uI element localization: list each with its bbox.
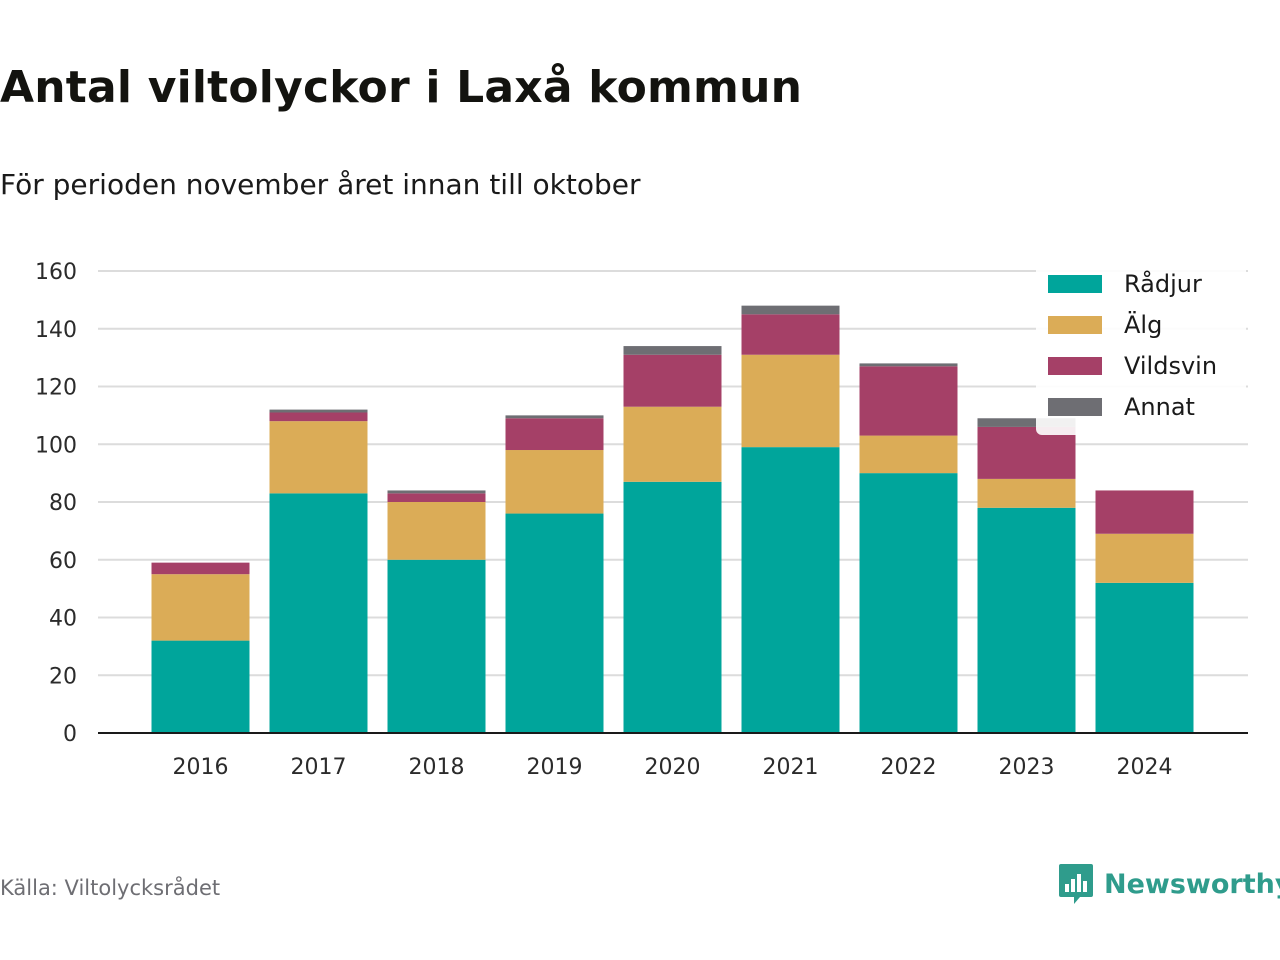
legend-swatch-annat [1048, 398, 1102, 416]
bar-segment-annat [623, 346, 722, 355]
bar-segment-annat [505, 415, 604, 419]
x-tick-label: 2016 [173, 755, 229, 780]
y-tick-label: 100 [35, 433, 77, 458]
y-tick-label: 0 [63, 722, 77, 747]
bar-segment-vildsvin [741, 314, 840, 355]
bar-segment-vildsvin [505, 418, 604, 451]
y-tick-label: 120 [35, 376, 77, 401]
y-tick-label: 80 [49, 491, 77, 516]
bar-segment-annat [269, 409, 368, 413]
legend-swatch-rådjur [1048, 275, 1102, 293]
bar-segment-älg [741, 354, 840, 448]
bar-segment-älg [269, 421, 368, 494]
legend-swatch-vildsvin [1048, 357, 1102, 375]
bar-segment-rådjur [859, 473, 958, 733]
bar-segment-rådjur [269, 493, 368, 733]
bar-segment-rådjur [387, 559, 486, 733]
x-tick-label: 2022 [881, 755, 937, 780]
brand-name: Newsworthy [1104, 868, 1280, 900]
bar-segment-rådjur [1095, 582, 1194, 733]
bar-segment-rådjur [741, 447, 840, 733]
bar-segment-annat [977, 418, 1076, 427]
bar-segment-älg [623, 406, 722, 482]
bar-segment-vildsvin [859, 366, 958, 436]
x-tick-label: 2024 [1117, 755, 1173, 780]
bar-segment-vildsvin [1095, 490, 1194, 534]
y-tick-label: 20 [49, 664, 77, 689]
x-tick-label: 2019 [527, 755, 583, 780]
y-tick-label: 40 [49, 607, 77, 632]
bar-segment-annat [387, 490, 486, 494]
bar-chart-speech-icon [1059, 864, 1093, 904]
brand-logo: Newsworthy [1058, 862, 1280, 906]
y-tick-label: 60 [49, 549, 77, 574]
stacked-bar-chart: 0 20 40 60 80 100 120 140 160 2016 2017 2018 2019 202… [35, 260, 1248, 780]
bar-segment-rådjur [505, 513, 604, 733]
bar-segment-vildsvin [623, 354, 722, 407]
bar-segment-vildsvin [387, 493, 486, 502]
bar-segment-vildsvin [977, 426, 1076, 479]
bar-segment-rådjur [623, 481, 722, 733]
y-tick-label: 140 [35, 318, 77, 343]
legend-label: Annat [1124, 393, 1195, 421]
x-tick-label: 2017 [291, 755, 347, 780]
bar-segment-älg [977, 478, 1076, 508]
x-tick-label: 2021 [763, 755, 819, 780]
legend-label: Älg [1124, 310, 1162, 339]
source-note: Källa: Viltolycksrådet [0, 876, 221, 900]
bar-segment-älg [1095, 533, 1194, 583]
bar-segment-annat [859, 363, 958, 367]
legend-label: Rådjur [1124, 269, 1202, 298]
bar-segment-älg [859, 435, 958, 474]
bar-segment-vildsvin [269, 412, 368, 422]
x-tick-label: 2020 [645, 755, 701, 780]
chart-title: Antal viltolyckor i Laxå kommun [0, 62, 803, 113]
legend-swatch-älg [1048, 316, 1102, 334]
bar-segment-älg [151, 574, 250, 641]
legend-box [1036, 261, 1246, 435]
chart-subtitle: För perioden november året innan till ok… [0, 168, 641, 201]
bar-segment-rådjur [977, 507, 1076, 733]
bar-segment-rådjur [151, 640, 250, 733]
bar-segment-annat [741, 305, 840, 315]
bar-segment-älg [387, 502, 486, 560]
y-tick-label: 160 [35, 260, 77, 285]
x-tick-label: 2023 [999, 755, 1055, 780]
bar-segment-älg [505, 450, 604, 514]
x-tick-label: 2018 [409, 755, 465, 780]
legend-label: Vildsvin [1124, 352, 1217, 380]
bar-segment-vildsvin [151, 562, 250, 575]
